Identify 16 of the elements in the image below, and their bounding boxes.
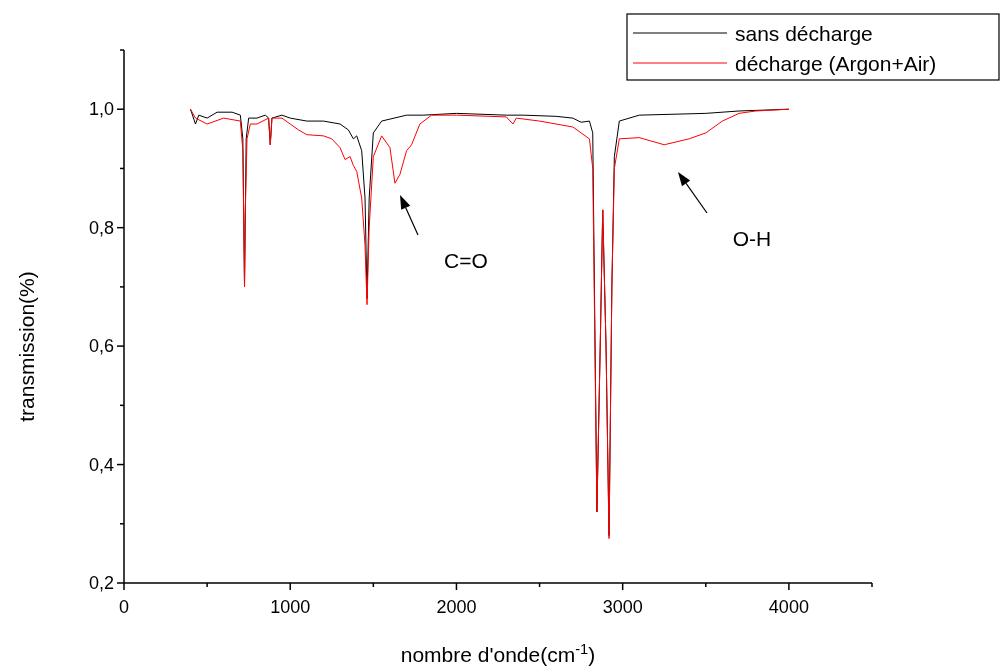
y-tick-label: 0,6: [88, 336, 114, 357]
legend-label: sans décharge: [735, 22, 873, 45]
x-tick-label: 4000: [768, 597, 809, 617]
x-tick-label: 2000: [436, 597, 477, 617]
x-tick-label: 0: [118, 597, 130, 617]
x-tick-label: 1000: [270, 597, 311, 617]
y-axis-title: transmission(%): [15, 271, 38, 422]
y-tick-label: 0,2: [88, 573, 114, 593]
y-tick-label: 1,0: [88, 99, 114, 120]
annotation: O-H: [732, 227, 772, 250]
legend-label: décharge (Argon+Air): [735, 52, 937, 75]
annotation: C=O: [444, 249, 488, 272]
y-tick-label: 0,8: [88, 217, 114, 238]
y-tick-label: 0,4: [88, 454, 114, 475]
x-tick-label: 3000: [602, 597, 643, 617]
x-axis-title: nombre d'onde(cm$^{-1}$): [400, 641, 596, 666]
